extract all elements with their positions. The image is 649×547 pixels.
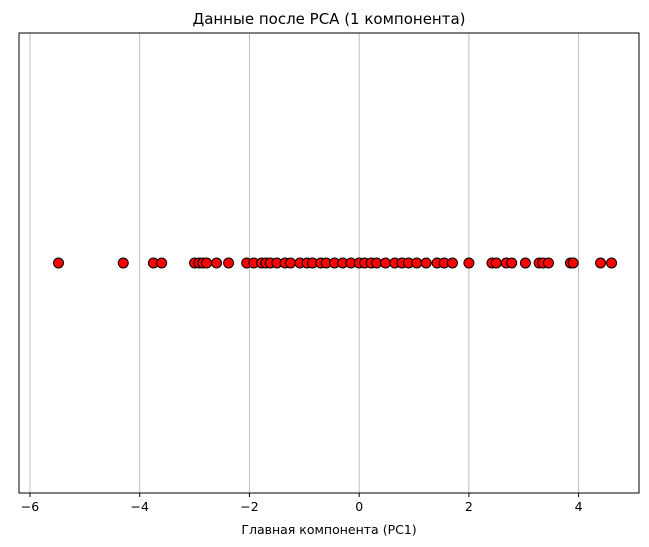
x-tick-label: 0 — [355, 499, 363, 514]
data-point — [285, 257, 297, 269]
data-point — [506, 257, 518, 269]
x-tick-label: 2 — [465, 499, 473, 514]
data-point — [380, 257, 392, 269]
data-point — [519, 257, 531, 269]
data-point — [156, 257, 168, 269]
x-tick-label: −6 — [21, 499, 39, 514]
data-point — [490, 257, 502, 269]
data-point — [446, 257, 458, 269]
data-point — [53, 257, 65, 269]
data-point — [606, 257, 618, 269]
data-point — [117, 257, 129, 269]
plot-area — [18, 32, 640, 494]
x-axis-ticks: −6 −4 −2 0 2 4 — [21, 493, 583, 514]
x-tick-label: −4 — [130, 499, 148, 514]
data-point — [463, 257, 475, 269]
data-point — [542, 257, 554, 269]
data-point — [567, 257, 579, 269]
data-point — [201, 257, 213, 269]
data-point — [211, 257, 223, 269]
x-axis-label: Главная компонента (PC1) — [241, 522, 416, 537]
data-point — [595, 257, 607, 269]
data-points — [53, 257, 618, 269]
data-point — [223, 257, 235, 269]
data-point — [411, 257, 423, 269]
data-point — [420, 257, 432, 269]
chart-title: Данные после PCA (1 компонента) — [192, 10, 465, 28]
x-tick-label: 4 — [575, 499, 583, 514]
x-tick-label: −2 — [240, 499, 258, 514]
